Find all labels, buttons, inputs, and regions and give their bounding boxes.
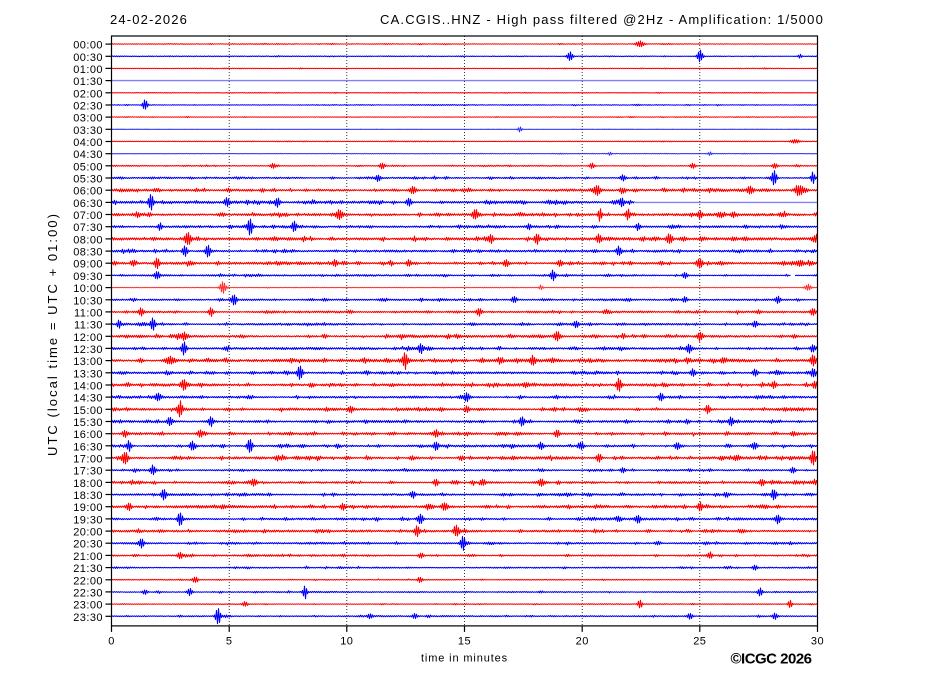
svg-text:06:00: 06:00 xyxy=(73,186,103,198)
svg-text:10:30: 10:30 xyxy=(73,295,103,307)
svg-text:04:30: 04:30 xyxy=(73,149,103,161)
svg-text:20: 20 xyxy=(576,635,589,647)
svg-text:14:30: 14:30 xyxy=(73,393,103,405)
svg-text:03:00: 03:00 xyxy=(73,113,103,125)
svg-text:10:00: 10:00 xyxy=(73,283,103,295)
svg-text:09:00: 09:00 xyxy=(73,259,103,271)
svg-text:20:00: 20:00 xyxy=(73,527,103,539)
svg-text:12:30: 12:30 xyxy=(73,344,103,356)
svg-text:21:30: 21:30 xyxy=(73,563,103,575)
svg-text:01:00: 01:00 xyxy=(73,64,103,76)
svg-text:16:00: 16:00 xyxy=(73,429,103,441)
svg-text:0: 0 xyxy=(108,635,115,647)
svg-text:18:30: 18:30 xyxy=(73,490,103,502)
svg-text:00:00: 00:00 xyxy=(73,40,103,52)
svg-text:15:30: 15:30 xyxy=(73,417,103,429)
svg-text:12:00: 12:00 xyxy=(73,332,103,344)
svg-text:08:30: 08:30 xyxy=(73,247,103,259)
svg-text:CA.CGIS..HNZ - High pass filte: CA.CGIS..HNZ - High pass filtered @2Hz -… xyxy=(380,12,824,27)
svg-text:13:00: 13:00 xyxy=(73,356,103,368)
svg-text:15:00: 15:00 xyxy=(73,405,103,417)
svg-text:05:00: 05:00 xyxy=(73,161,103,173)
svg-text:17:00: 17:00 xyxy=(73,454,103,466)
svg-text:11:00: 11:00 xyxy=(74,307,103,319)
svg-text:05:30: 05:30 xyxy=(73,174,103,186)
svg-text:06:30: 06:30 xyxy=(73,198,103,210)
svg-text:5: 5 xyxy=(226,635,233,647)
svg-text:17:30: 17:30 xyxy=(73,466,103,478)
svg-text:25: 25 xyxy=(693,635,706,647)
svg-text:13:30: 13:30 xyxy=(73,368,103,380)
svg-text:19:30: 19:30 xyxy=(73,514,103,526)
svg-text:01:30: 01:30 xyxy=(73,76,103,88)
svg-text:07:30: 07:30 xyxy=(73,222,103,234)
svg-text:time in minutes: time in minutes xyxy=(421,653,508,665)
svg-text:15: 15 xyxy=(458,635,471,647)
svg-text:14:00: 14:00 xyxy=(73,381,103,393)
svg-text:07:00: 07:00 xyxy=(73,210,103,222)
svg-text:11:30: 11:30 xyxy=(74,320,103,332)
svg-text:00:30: 00:30 xyxy=(73,52,103,64)
svg-text:03:30: 03:30 xyxy=(73,125,103,137)
svg-text:UTC (local time = UTC + 01:00): UTC (local time = UTC + 01:00) xyxy=(45,212,60,456)
svg-text:23:00: 23:00 xyxy=(73,600,103,612)
svg-text:©ICGC 2026: ©ICGC 2026 xyxy=(731,651,812,668)
svg-text:19:00: 19:00 xyxy=(73,502,103,514)
svg-text:21:00: 21:00 xyxy=(73,551,103,563)
svg-text:22:30: 22:30 xyxy=(73,587,103,599)
svg-text:24-02-2026: 24-02-2026 xyxy=(110,12,188,27)
svg-text:10: 10 xyxy=(340,635,353,647)
svg-text:20:30: 20:30 xyxy=(73,539,103,551)
svg-text:22:00: 22:00 xyxy=(73,575,103,587)
svg-text:16:30: 16:30 xyxy=(73,441,103,453)
svg-text:02:30: 02:30 xyxy=(73,101,103,113)
svg-text:08:00: 08:00 xyxy=(73,234,103,246)
svg-text:18:00: 18:00 xyxy=(73,478,103,490)
svg-text:30: 30 xyxy=(811,635,824,647)
svg-text:09:30: 09:30 xyxy=(73,271,103,283)
svg-text:23:30: 23:30 xyxy=(73,612,103,624)
svg-text:04:00: 04:00 xyxy=(73,137,103,149)
svg-text:02:00: 02:00 xyxy=(73,88,103,100)
